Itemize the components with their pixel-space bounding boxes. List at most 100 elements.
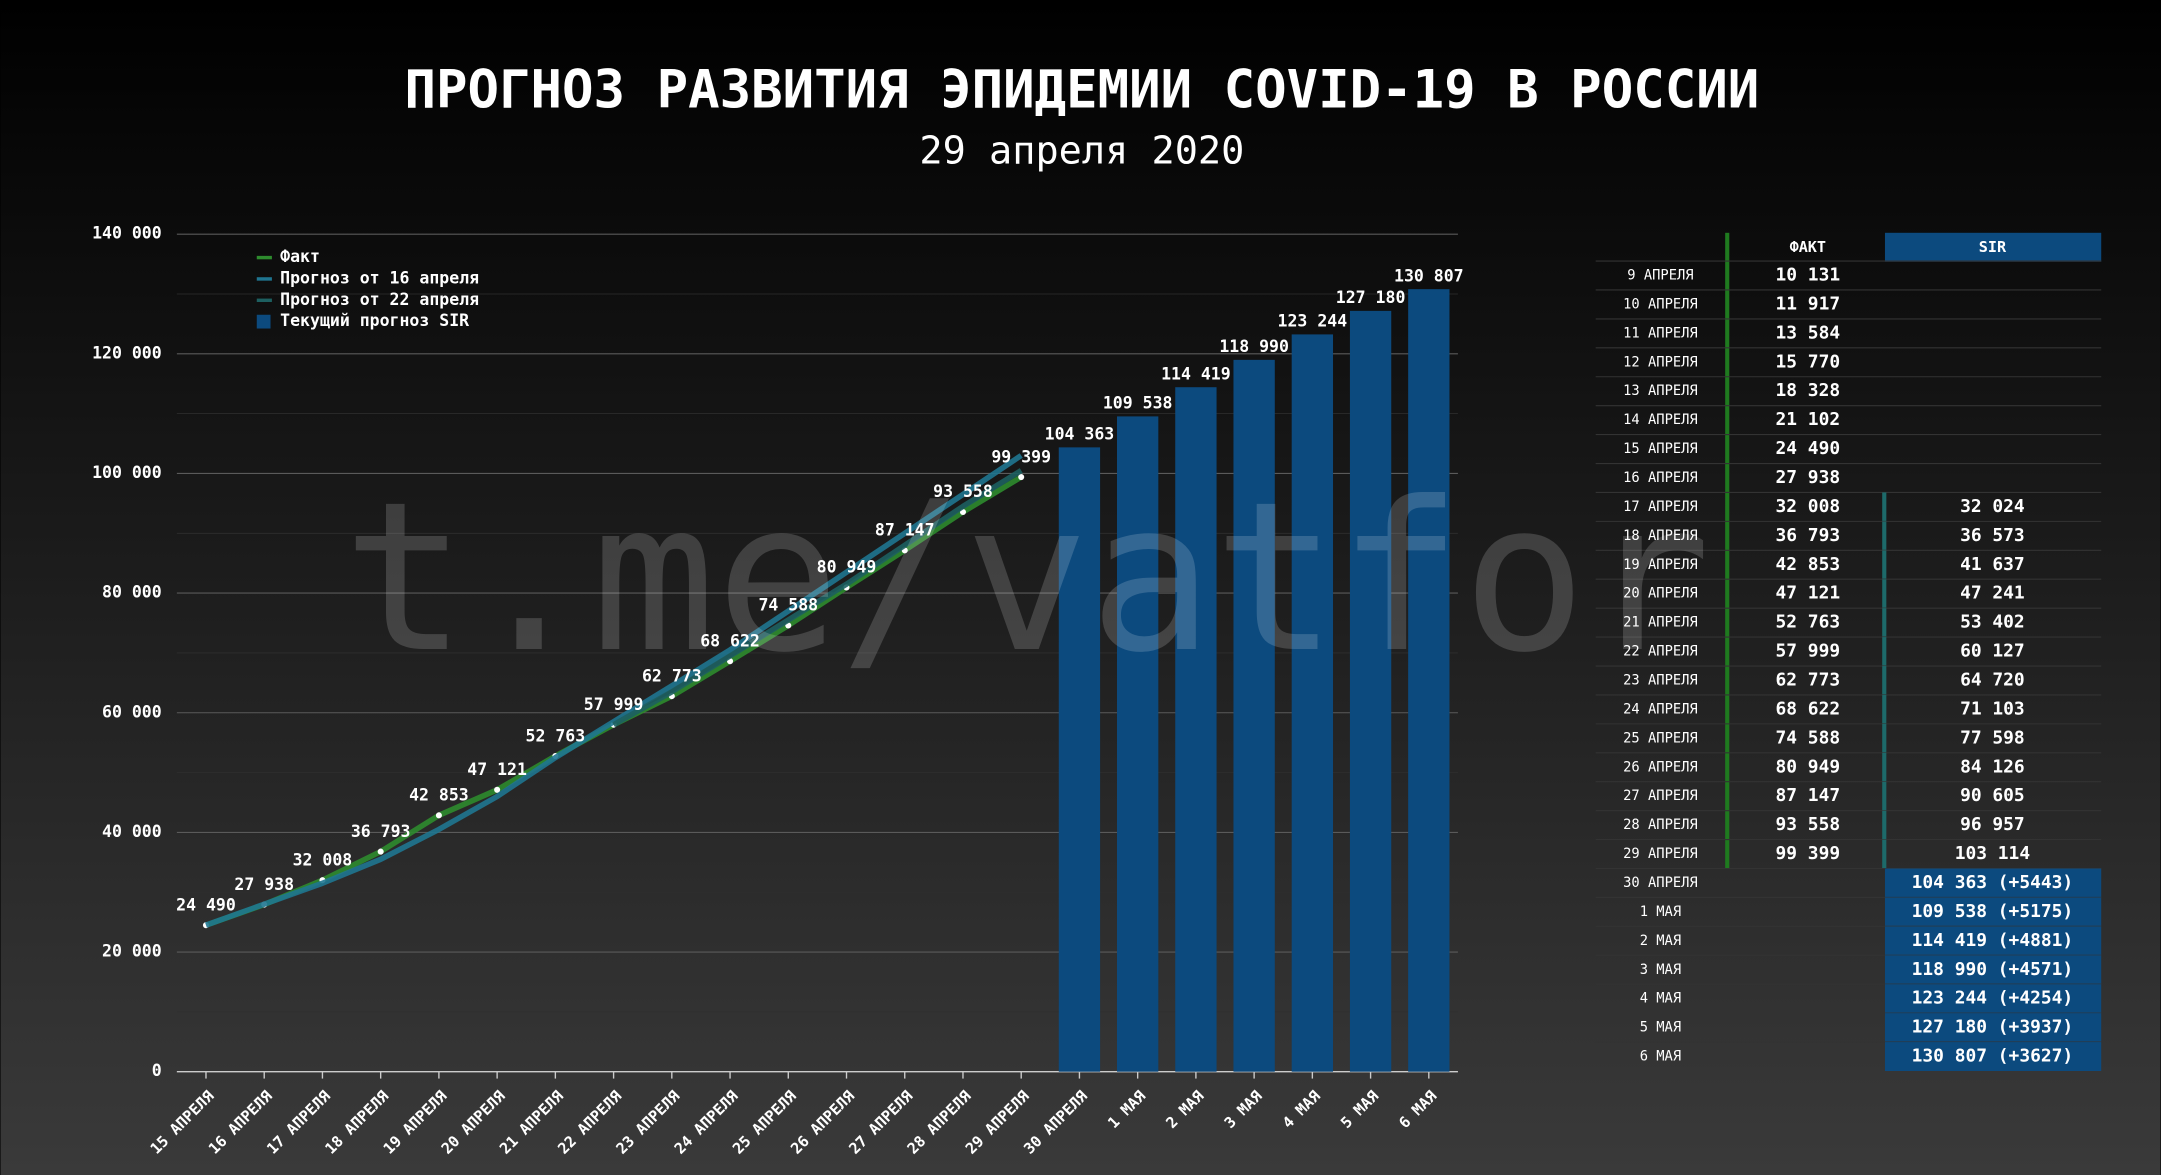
date-cell: 25 АПРЕЛЯ [1623,730,1698,746]
fact-cell: 99 399 [1775,843,1840,864]
bar [1175,387,1217,1072]
table: ФАКТ SIR 9 АПРЕЛЯ 10 131 10 АПРЕЛЯ 11 917 11 А… [1595,232,2102,1071]
bar [1058,447,1101,1072]
fact-cell: 36 793 [1775,525,1840,546]
sir-bar [1882,550,1887,580]
fact-cell: 10 131 [1775,264,1840,285]
data-label: 80 949 [817,558,877,577]
data-label: 27 938 [234,875,294,894]
sir-bar [1882,752,1887,782]
data-label: 42 853 [409,786,469,805]
fact-cell: 52 763 [1775,612,1840,633]
sir-cell: 84 126 [1960,756,2025,777]
legend-label: Текущий прогноз SIR [280,311,469,330]
forecast-bg [1884,1042,2102,1071]
forecast-bg [1884,926,2102,956]
date-cell: 13 АПРЕЛЯ [1623,383,1698,399]
date-cell: 15 АПРЕЛЯ [1623,441,1698,457]
fact-cell: 24 490 [1775,438,1840,459]
data-label: 24 490 [176,895,236,914]
sir-cell: 109 538 (+5175) [1912,901,2074,922]
y-tick-label: 140 000 [92,224,162,243]
sir-cell: 41 637 [1960,554,2025,575]
data-label: 36 793 [351,822,411,841]
fact-cell: 47 121 [1775,583,1840,604]
sir-cell: 53 402 [1960,612,2025,633]
sir-bar [1882,637,1887,667]
forecast-bg [1884,955,2102,985]
date-cell: 12 АПРЕЛЯ [1623,354,1698,370]
sir-bar [1882,723,1887,753]
sir-cell: 130 807 (+3627) [1912,1046,2074,1067]
data-label: 47 121 [467,760,527,779]
y-tick-label: 0 [152,1061,162,1080]
subtitle: 29 апреля 2020 [919,128,1244,173]
header-bg [1884,232,2102,262]
date-cell: 3 МАЯ [1640,962,1681,978]
data-label: 93 558 [933,482,993,501]
data-label: 130 807 [1394,266,1464,285]
sir-cell: 96 957 [1960,814,2025,835]
y-tick-label: 80 000 [102,583,162,602]
title: ПРОГНОЗ РАЗВИТИЯ ЭПИДЕМИИ COVID-19 В РОС… [405,60,1760,121]
bar [1349,310,1392,1072]
date-cell: 27 АПРЕЛЯ [1623,788,1698,804]
forecast-bg [1884,897,2102,927]
forecast-bg [1884,984,2102,1014]
date-cell: 14 АПРЕЛЯ [1623,412,1698,428]
date-cell: 26 АПРЕЛЯ [1623,759,1698,775]
data-label: 123 244 [1278,312,1348,331]
sir-cell: 60 127 [1960,641,2025,662]
data-label: 118 990 [1219,337,1289,356]
sir-cell: 90 605 [1960,785,2025,806]
fact-cell: 80 949 [1775,756,1840,777]
sir-bar [1882,579,1887,609]
fact-cell: 21 102 [1775,409,1840,430]
forecast-bg [1884,1013,2102,1043]
fact-cell: 11 917 [1775,293,1840,314]
sir-bar [1882,608,1887,638]
date-cell: 11 АПРЕЛЯ [1623,325,1698,341]
data-label: 114 419 [1161,364,1231,383]
y-tick-label: 120 000 [92,343,162,362]
fact-cell: 68 622 [1775,698,1840,719]
date-cell: 10 АПРЕЛЯ [1623,296,1698,312]
data-label: 57 999 [584,695,644,714]
y-tick-label: 40 000 [102,822,162,841]
date-cell: 17 АПРЕЛЯ [1623,499,1698,515]
data-label: 127 180 [1336,288,1406,307]
date-cell: 2 МАЯ [1640,933,1681,949]
bar [1233,359,1275,1072]
sir-cell: 127 180 (+3937) [1912,1017,2074,1038]
sir-cell: 123 244 (+4254) [1912,988,2074,1009]
y-tick-label: 20 000 [102,942,162,961]
date-cell: 5 МАЯ [1640,1020,1681,1036]
header-cell: SIR [1979,238,2007,256]
data-label: 87 147 [875,521,935,540]
date-cell: 9 АПРЕЛЯ [1627,267,1693,283]
sir-cell: 118 990 (+4571) [1912,959,2074,980]
fact-cell: 57 999 [1775,641,1840,662]
date-cell: 18 АПРЕЛЯ [1623,528,1698,544]
fact-cell: 13 584 [1775,322,1840,343]
data-label: 104 363 [1045,424,1115,443]
legend-swatch [256,314,271,329]
date-cell: 21 АПРЕЛЯ [1623,615,1698,631]
fact-cell: 15 770 [1775,351,1840,372]
date-cell: 16 АПРЕЛЯ [1623,470,1698,486]
date-cell: 20 АПРЕЛЯ [1623,586,1698,602]
sir-bar [1882,810,1887,840]
date-cell: 23 АПРЕЛЯ [1623,672,1698,688]
bar [1408,289,1450,1072]
sir-bar [1882,666,1887,695]
bar [1291,334,1334,1072]
point [494,786,501,793]
date-cell: 4 МАЯ [1640,991,1681,1007]
sir-cell: 47 241 [1960,583,2025,604]
sir-bar [1882,521,1887,551]
data-label: 62 773 [642,666,702,685]
sir-cell: 104 363 (+5443) [1912,872,2074,893]
data-label: 32 008 [293,850,353,869]
data-label: 74 588 [758,596,818,615]
